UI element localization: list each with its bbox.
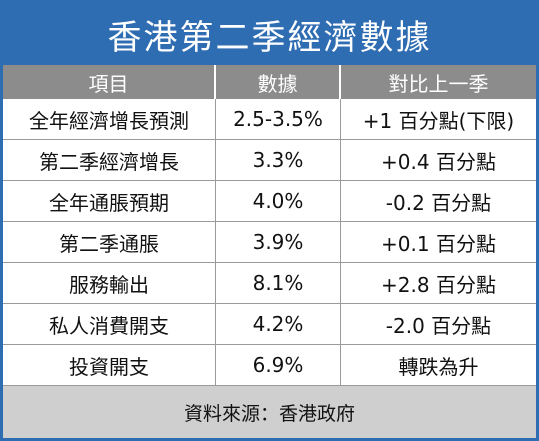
table-row: 私人消費開支 4.2% -2.0 百分點 [3,304,536,345]
table-cell: +1 百分點(下限) [362,108,515,133]
table-cell: 服務輸出 [3,263,216,303]
table-row: 服務輸出 8.1% +2.8 百分點 [3,263,536,304]
table-cell: 6.9% [216,345,341,385]
table-row: 第二季通脹 3.9% +0.1 百分點 [3,222,536,263]
table-cell: 轉跌為升 [398,354,479,379]
table-cell: -0.2 百分點 [385,190,492,215]
table-row: 投資開支 6.9% 轉跌為升 [3,345,536,386]
table-cell: 全年經濟增長預測 [3,99,216,139]
table-row: 全年通脹預期 4.0% -0.2 百分點 [3,181,536,222]
table-cell: 第二季通脹 [3,222,216,262]
column-header: 對比上一季 [388,71,489,96]
table-cell: 第二季經濟增長 [3,140,216,180]
table-cell: 3.3% [216,140,341,180]
table-row: 第二季經濟增長 3.3% +0.4 百分點 [3,140,536,181]
table-cell: +0.4 百分點 [381,149,496,174]
table-cell: 4.2% [216,304,341,344]
table-cell: 8.1% [216,263,341,303]
table-row: 全年經濟增長預測 2.5-3.5% +1 百分點(下限) [3,99,536,140]
table-cell: 全年通脹預期 [3,181,216,221]
table-cell: -2.0 百分點 [385,313,492,338]
table: 項目 數據 對比上一季全年經濟增長預測 2.5-3.5% +1 百分點(下限) 第二季經濟… [3,65,536,386]
column-header: 數據 [216,65,341,99]
column-header: 項目 [3,65,216,99]
table-cell: 3.9% [216,222,341,262]
table-cell: 4.0% [216,181,341,221]
table-cell: +0.1 百分點 [381,231,496,256]
table-cell: 私人消費開支 [3,304,216,344]
table-cell: +2.8 百分點 [381,272,496,297]
source: 資料來源：香港政府 [3,386,536,438]
table-cell: 2.5-3.5% [216,99,341,139]
table-cell: 投資開支 [3,345,216,385]
title: 香港第二季經濟數據 [3,3,536,65]
header-row: 項目 數據 對比上一季 [3,65,536,99]
